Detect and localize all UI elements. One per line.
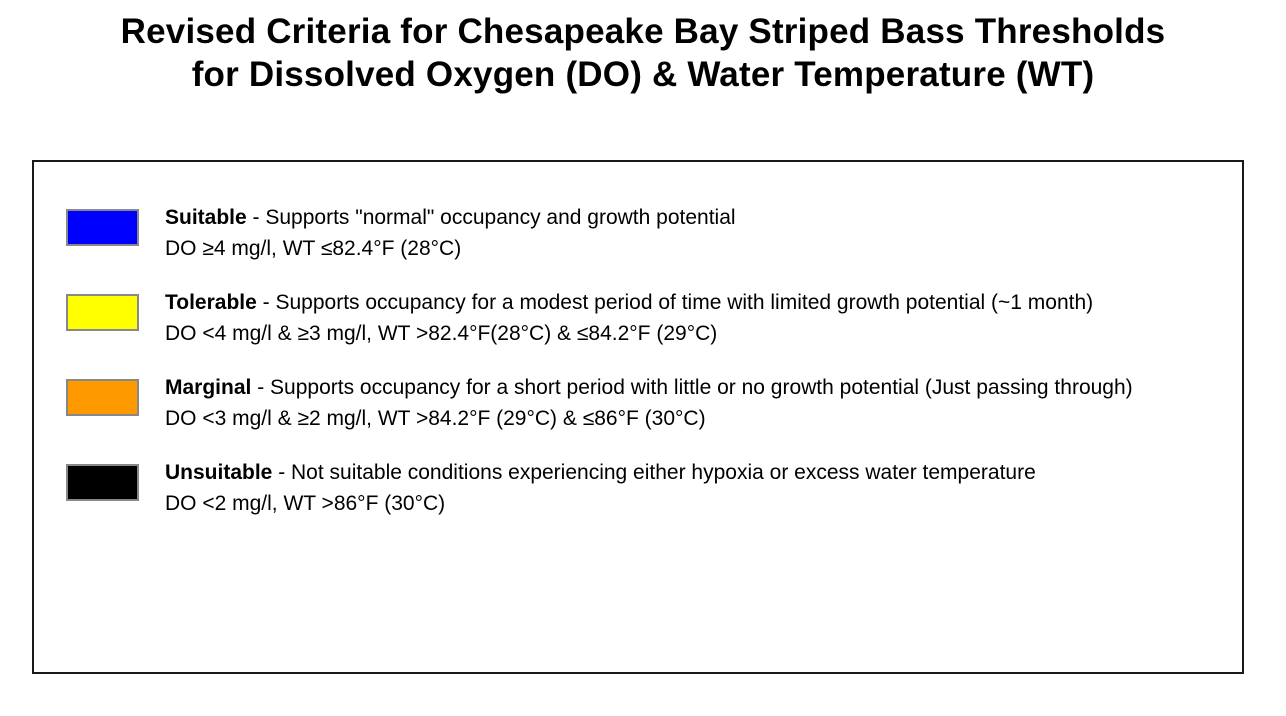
entry-criteria: DO ≥4 mg/l, WT ≤82.4°F (28°C) <box>165 237 462 260</box>
entry-term: Unsuitable <box>165 461 273 484</box>
page-title-line-1: Revised Criteria for Chesapeake Bay Stri… <box>120 12 1166 51</box>
marginal-color-swatch <box>66 379 139 416</box>
tolerable-color-swatch <box>66 294 139 331</box>
entry-term: Marginal <box>165 376 252 399</box>
legend-entry-text: Unsuitable - Not suitable conditions exp… <box>165 457 1225 519</box>
entry-description-text: - Supports "normal" occupancy and growth… <box>246 206 736 229</box>
entry-description: Unsuitable - Not suitable conditions exp… <box>165 457 1225 488</box>
entry-criteria: DO <2 mg/l, WT >86°F (30°C) <box>165 492 446 515</box>
entry-description: Suitable - Supports "normal" occupancy a… <box>165 202 1225 233</box>
page-title: Revised Criteria for Chesapeake Bay Stri… <box>0 0 1286 96</box>
entry-criteria: DO <3 mg/l & ≥2 mg/l, WT >84.2°F (29°C) … <box>165 407 706 430</box>
entry-term: Suitable <box>165 206 247 229</box>
entry-description: Tolerable - Supports occupancy for a mod… <box>165 287 1225 318</box>
entry-description-text: - Supports occupancy for a modest period… <box>256 291 1094 314</box>
entry-criteria: DO <4 mg/l & ≥3 mg/l, WT >82.4°F(28°C) &… <box>165 322 718 345</box>
entry-term: Tolerable <box>165 291 257 314</box>
legend-entry-text: Marginal - Supports occupancy for a shor… <box>165 372 1225 434</box>
unsuitable-color-swatch <box>66 464 139 501</box>
legend-entry-suitable: Suitable - Supports "normal" occupancy a… <box>66 202 1242 264</box>
page-title-line-2: for Dissolved Oxygen (DO) & Water Temper… <box>191 55 1095 94</box>
suitable-color-swatch <box>66 209 139 246</box>
legend-entry-tolerable: Tolerable - Supports occupancy for a mod… <box>66 287 1242 349</box>
entry-description-text: - Not suitable conditions experiencing e… <box>272 461 1036 484</box>
legend-entry-text: Tolerable - Supports occupancy for a mod… <box>165 287 1225 349</box>
legend-entry-marginal: Marginal - Supports occupancy for a shor… <box>66 372 1242 434</box>
entry-description-text: - Supports occupancy for a short period … <box>251 376 1133 399</box>
legend-box: Suitable - Supports "normal" occupancy a… <box>32 160 1244 674</box>
entry-description: Marginal - Supports occupancy for a shor… <box>165 372 1225 403</box>
legend-entry-text: Suitable - Supports "normal" occupancy a… <box>165 202 1225 264</box>
legend-entry-unsuitable: Unsuitable - Not suitable conditions exp… <box>66 457 1242 519</box>
